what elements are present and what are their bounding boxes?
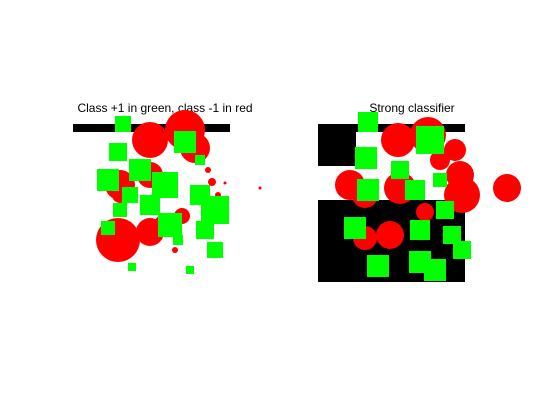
point: [443, 226, 461, 244]
point: [196, 221, 214, 239]
point: [109, 143, 127, 161]
point: [174, 131, 196, 153]
point: [158, 213, 182, 237]
point: [355, 147, 377, 169]
point: [357, 179, 379, 201]
point: [433, 173, 447, 187]
point: [195, 155, 205, 165]
point: [205, 167, 211, 173]
point: [344, 217, 366, 239]
point: [424, 259, 446, 281]
chart-title: Class +1 in green, class -1 in red: [77, 101, 252, 115]
point: [113, 203, 127, 217]
point: [430, 150, 450, 170]
point: [223, 181, 227, 185]
point: [122, 187, 138, 203]
point: [258, 186, 262, 190]
point: [416, 203, 434, 221]
point: [207, 242, 223, 258]
point: [453, 241, 471, 259]
point: [444, 139, 466, 161]
point: [129, 159, 151, 181]
point: [115, 116, 131, 132]
point: [416, 126, 444, 154]
point: [128, 263, 136, 271]
point: [436, 201, 454, 219]
point: [132, 122, 168, 158]
chart-title: Strong classifier: [369, 101, 454, 115]
point: [152, 172, 178, 198]
point: [97, 169, 119, 191]
point: [173, 235, 183, 245]
point: [381, 123, 415, 157]
region: [318, 124, 356, 166]
point: [405, 180, 425, 200]
point: [410, 220, 430, 240]
point: [493, 174, 521, 202]
point: [376, 221, 404, 249]
point: [101, 221, 115, 235]
point: [391, 161, 409, 179]
point: [140, 195, 160, 215]
point: [186, 266, 194, 274]
point: [367, 255, 389, 277]
point: [172, 247, 178, 253]
point: [201, 196, 229, 224]
point: [358, 112, 378, 132]
point: [208, 178, 216, 186]
